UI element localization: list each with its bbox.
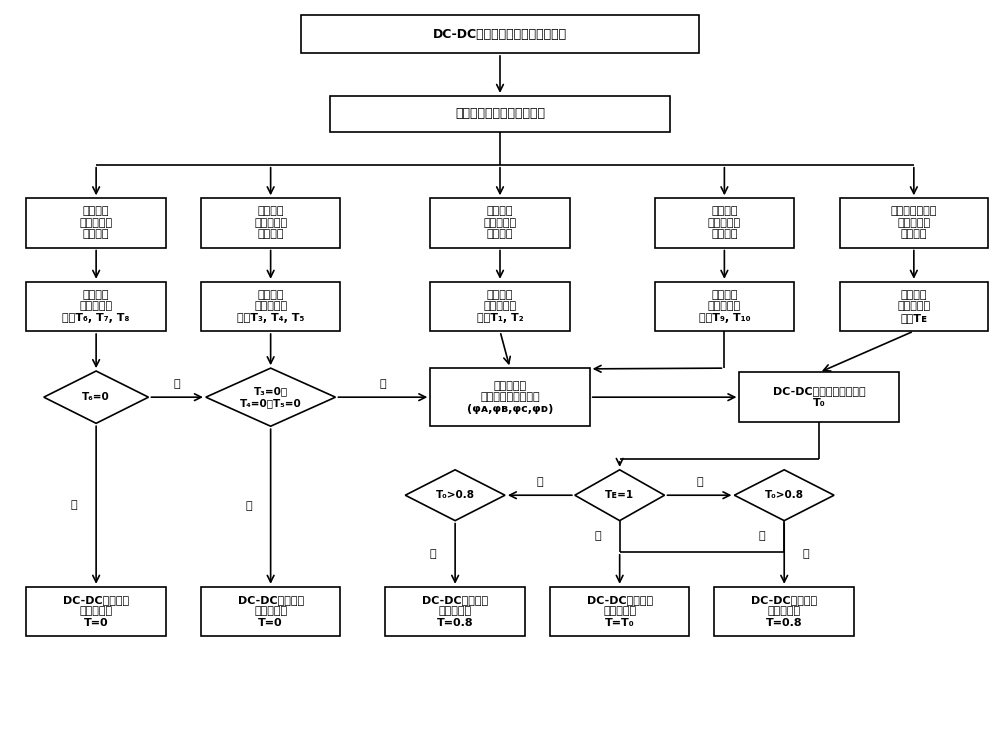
Text: DC-DC电源模块
技术成熟度
T=0: DC-DC电源模块 技术成熟度 T=0 (63, 595, 129, 628)
FancyBboxPatch shape (430, 198, 570, 248)
FancyBboxPatch shape (655, 198, 794, 248)
Text: DC-DC电源模块
技术成熟度
T=0.8: DC-DC电源模块 技术成熟度 T=0.8 (751, 595, 817, 628)
FancyBboxPatch shape (201, 587, 340, 636)
Text: 技术要素
技术成熟度
量值T₉, T₁₀: 技术要素 技术成熟度 量值T₉, T₁₀ (699, 290, 750, 323)
Text: 技术维度
技术成熟度
评价模型: 技术维度 技术成熟度 评价模型 (483, 206, 517, 240)
Text: DC-DC电源模块
技术成熟度
T=0.8: DC-DC电源模块 技术成熟度 T=0.8 (422, 595, 488, 628)
Text: 制造维度
技术成熟度
评价模型: 制造维度 技术成熟度 评价模型 (708, 206, 741, 240)
FancyBboxPatch shape (430, 281, 570, 331)
FancyBboxPatch shape (840, 198, 988, 248)
FancyBboxPatch shape (201, 281, 340, 331)
Text: 认证与检测维度
技术成熟度
评价模型: 认证与检测维度 技术成熟度 评价模型 (891, 206, 937, 240)
Text: 否: 否 (174, 379, 180, 389)
FancyBboxPatch shape (840, 281, 988, 331)
Text: 技术要素
技术成熟度
量值Tᴇ: 技术要素 技术成熟度 量值Tᴇ (897, 290, 930, 323)
Text: T₃=0或
T₄=0或T₅=0: T₃=0或 T₄=0或T₅=0 (240, 386, 302, 408)
FancyBboxPatch shape (26, 281, 166, 331)
Polygon shape (405, 469, 505, 521)
FancyBboxPatch shape (655, 281, 794, 331)
Text: DC-DC电源模块的技术成熟度评价: DC-DC电源模块的技术成熟度评价 (433, 28, 567, 41)
FancyBboxPatch shape (301, 15, 699, 53)
Text: 否: 否 (759, 531, 766, 541)
Text: 否: 否 (380, 379, 386, 389)
Text: 层次分析法
四个维度的权重向量
(φᴀ,φʙ,φᴄ,φᴅ): 层次分析法 四个维度的权重向量 (φᴀ,φʙ,φᴄ,φᴅ) (467, 381, 553, 414)
Text: 否: 否 (696, 477, 703, 487)
Text: 是: 是 (594, 531, 601, 541)
Text: 设计维度
技术成熟度
评价模型: 设计维度 技术成熟度 评价模型 (80, 206, 113, 240)
Text: 否: 否 (430, 549, 436, 558)
FancyBboxPatch shape (739, 373, 899, 422)
FancyBboxPatch shape (430, 368, 590, 426)
Text: DC-DC电源模块
技术成熟度
T=0: DC-DC电源模块 技术成熟度 T=0 (238, 595, 304, 628)
FancyBboxPatch shape (330, 95, 670, 132)
Text: 技术要素
技术成熟度
量值T₁, T₂: 技术要素 技术成熟度 量值T₁, T₂ (477, 290, 523, 323)
Text: 通过调查问卷收集相关信息: 通过调查问卷收集相关信息 (455, 107, 545, 120)
Text: 是: 是 (245, 502, 252, 512)
Polygon shape (575, 469, 665, 521)
Polygon shape (206, 368, 335, 426)
Text: 是: 是 (71, 500, 77, 510)
FancyBboxPatch shape (26, 198, 166, 248)
Text: Tᴇ=1: Tᴇ=1 (605, 490, 634, 500)
Polygon shape (734, 469, 834, 521)
Polygon shape (44, 371, 148, 424)
Text: DC-DC电源模块
技术成熟度
T=T₀: DC-DC电源模块 技术成熟度 T=T₀ (587, 595, 653, 628)
Text: T₆=0: T₆=0 (82, 392, 110, 402)
Text: T₀>0.8: T₀>0.8 (436, 490, 475, 500)
Text: DC-DC技术成熟度中间值
T₀: DC-DC技术成熟度中间值 T₀ (773, 386, 865, 408)
FancyBboxPatch shape (385, 587, 525, 636)
FancyBboxPatch shape (201, 198, 340, 248)
Text: T₀>0.8: T₀>0.8 (765, 490, 804, 500)
Text: 技术要素
技术成熟度
量值T₆, T₇, T₈: 技术要素 技术成熟度 量值T₆, T₇, T₈ (62, 290, 130, 323)
FancyBboxPatch shape (714, 587, 854, 636)
Text: 材料维度
技术成熟度
评价模型: 材料维度 技术成熟度 评价模型 (254, 206, 287, 240)
Text: 是: 是 (537, 477, 543, 487)
FancyBboxPatch shape (26, 587, 166, 636)
Text: 技术要素
技术成熟度
量值T₃, T₄, T₅: 技术要素 技术成熟度 量值T₃, T₄, T₅ (237, 290, 304, 323)
Text: 是: 是 (803, 549, 809, 558)
FancyBboxPatch shape (550, 587, 689, 636)
